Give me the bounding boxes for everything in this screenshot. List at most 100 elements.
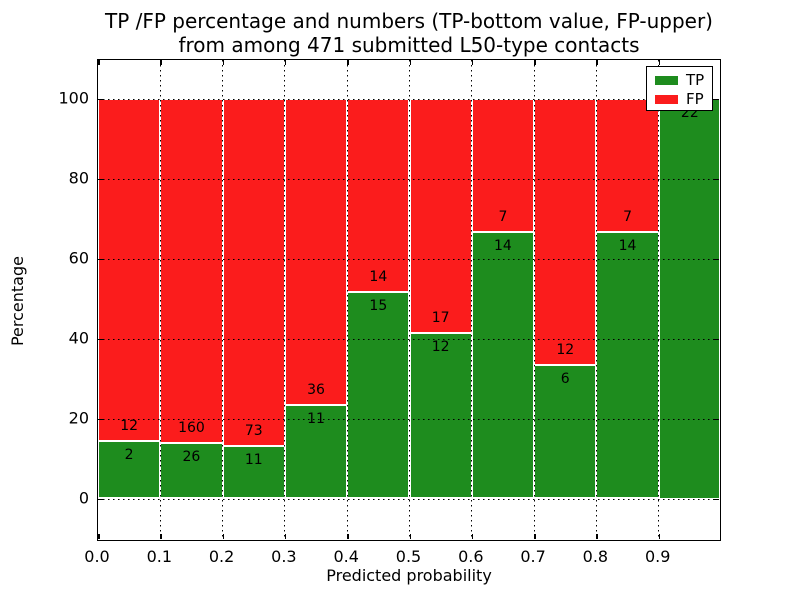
- fp-count-label: 160: [178, 419, 205, 436]
- x-tick-label: 0.2: [208, 547, 235, 566]
- vertical-gridline: [159, 60, 161, 539]
- fp-count-label: 12: [556, 342, 575, 359]
- tp-count-label: 14: [494, 237, 512, 254]
- y-tick-mark: [98, 498, 103, 500]
- bar-fp-segment: [534, 98, 597, 366]
- fp-count-label: 36: [307, 381, 325, 398]
- x-tick-mark: [471, 534, 474, 539]
- tp-count-label: 11: [244, 452, 263, 469]
- x-tick-label: 0.7: [520, 547, 546, 566]
- bar-fp-segment: [409, 98, 472, 333]
- x-tick-mark: [596, 534, 598, 539]
- x-tick-mark: [534, 534, 536, 539]
- y-tick-mark: [98, 98, 103, 100]
- vertical-gridline: [533, 60, 535, 539]
- fp-count-label: 14: [369, 268, 388, 285]
- fp-count-label: 7: [498, 208, 508, 225]
- x-tick-label: 0.0: [84, 547, 110, 566]
- x-tick-mark: [222, 534, 225, 539]
- x-tick-label: 0.6: [458, 547, 484, 566]
- vertical-gridline: [409, 60, 410, 539]
- legend-row-tp: TP: [655, 72, 712, 89]
- fp-legend-label: FP: [686, 90, 704, 108]
- bar-fp-segment: [284, 98, 348, 405]
- x-tick-label: 0.1: [146, 547, 173, 566]
- x-tick-mark-top: [222, 60, 225, 65]
- y-tick-label: 40: [68, 328, 89, 347]
- tp-count-label: 26: [182, 448, 201, 465]
- horizontal-gridline: [98, 498, 719, 500]
- tp-count-label: 11: [307, 410, 325, 427]
- vertical-gridline: [595, 60, 597, 539]
- y-tick-mark-right: [714, 418, 719, 420]
- bar-fp-segment: [347, 98, 410, 292]
- y-tick-label: 60: [68, 248, 89, 267]
- y-tick-mark: [98, 418, 103, 420]
- plot-canvas: 12 2 160 26 73 11 36 11 14 15 17 12 7 14 12 6 7 14 22: [98, 60, 719, 539]
- y-tick-mark-right: [714, 338, 719, 340]
- bar-tp-segment: [98, 441, 161, 499]
- vertical-gridline: [222, 60, 224, 539]
- y-tick-label: 20: [68, 408, 89, 427]
- chart-title: TP /FP percentage and numbers (TP-bottom…: [97, 9, 721, 57]
- bar-tp-segment: [222, 446, 285, 499]
- tp-legend-swatch: [655, 76, 678, 85]
- y-tick-mark-right: [714, 258, 719, 260]
- y-axis-label: Percentage: [8, 256, 27, 347]
- bar-tp-segment: [471, 231, 535, 499]
- horizontal-gridline: [98, 418, 719, 420]
- x-tick-mark: [98, 534, 100, 539]
- horizontal-gridline: [98, 258, 719, 260]
- y-tick-mark-right: [714, 498, 719, 500]
- bar-tp-segment: [658, 98, 719, 499]
- tp-legend-label: TP: [686, 71, 705, 89]
- x-tick-mark-top: [534, 60, 536, 65]
- x-tick-label: 0.5: [395, 547, 422, 566]
- tp-count-label: 6: [560, 371, 570, 388]
- bar-fp-segment: [471, 98, 535, 232]
- y-tick-label: 100: [58, 88, 89, 107]
- tp-count-label: 14: [618, 237, 637, 254]
- fp-count-label: 17: [431, 309, 450, 326]
- bar-tp-segment: [347, 291, 410, 499]
- legend: TP FP: [646, 66, 713, 111]
- bar-fp-segment: [160, 98, 223, 443]
- chart-title-line2: from among 471 submitted L50-type contac…: [178, 33, 640, 57]
- x-tick-mark: [347, 534, 349, 539]
- plot-area: 12 2 160 26 73 11 36 11 14 15 17 12 7 14 12 6 7 14 22 TP F…: [97, 59, 721, 541]
- bar-tp-segment: [596, 231, 659, 499]
- x-tick-mark: [409, 534, 411, 539]
- fp-count-label: 73: [244, 423, 263, 440]
- x-tick-mark-top: [471, 60, 474, 65]
- x-tick-mark-top: [347, 60, 349, 65]
- fp-count-label: 12: [120, 418, 139, 435]
- y-tick-label: 80: [68, 168, 89, 187]
- x-tick-mark-top: [658, 60, 661, 65]
- horizontal-gridline: [98, 338, 719, 340]
- x-tick-mark-top: [596, 60, 598, 65]
- bar-tp-segment: [534, 365, 597, 499]
- tp-count-label: 12: [431, 338, 450, 355]
- fp-legend-swatch: [655, 95, 678, 104]
- tp-count-label: 2: [124, 447, 134, 464]
- x-tick-mark-top: [284, 60, 287, 65]
- vertical-gridline: [471, 60, 473, 539]
- bar-tp-segment: [160, 442, 223, 499]
- horizontal-gridline: [98, 178, 719, 180]
- bar-fp-segment: [98, 98, 161, 442]
- y-tick-mark: [98, 258, 103, 260]
- x-tick-mark: [658, 534, 661, 539]
- y-tick-mark: [98, 338, 103, 340]
- tp-count-label: 15: [369, 297, 388, 314]
- y-tick-mark-right: [714, 178, 719, 180]
- x-tick-label: 0.9: [644, 547, 671, 566]
- bar-fp-segment: [222, 98, 285, 447]
- chart-title-line1: TP /FP percentage and numbers (TP-bottom…: [105, 9, 713, 33]
- fp-count-label: 7: [623, 208, 633, 225]
- vertical-gridline: [658, 60, 660, 539]
- x-tick-mark-top: [98, 60, 100, 65]
- horizontal-gridline: [98, 98, 719, 100]
- legend-row-fp: FP: [655, 91, 712, 108]
- x-tick-label: 0.4: [333, 547, 359, 566]
